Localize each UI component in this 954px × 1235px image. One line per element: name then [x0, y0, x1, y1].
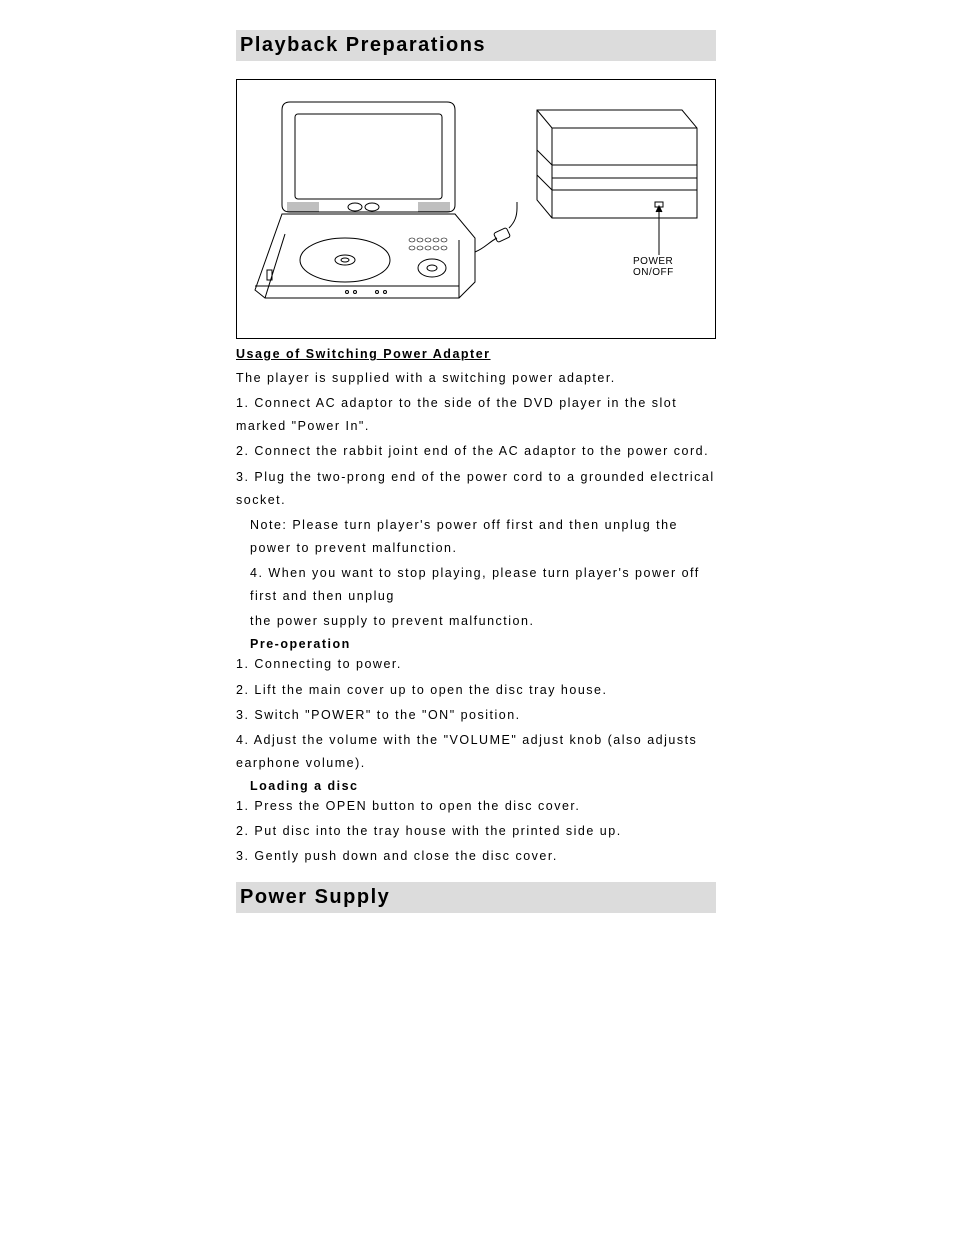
preop-3: 3. Switch "POWER" to the "ON" position. [236, 704, 716, 727]
load-2: 2. Put disc into the tray house with the… [236, 820, 716, 843]
preop-2: 2. Lift the main cover up to open the di… [236, 679, 716, 702]
section-heading-playback: Playback Preparations [236, 30, 716, 61]
dvd-player-diagram [237, 80, 715, 338]
step-2: 2. Connect the rabbit joint end of the A… [236, 440, 716, 463]
subheading-usage: Usage of Switching Power Adapter [236, 347, 716, 361]
section-heading-power: Power Supply [236, 882, 716, 913]
diagram-power-label: POWER ON/OFF [633, 256, 715, 278]
step-1: 1. Connect AC adaptor to the side of the… [236, 392, 716, 438]
step-3: 3. Plug the two-prong end of the power c… [236, 466, 716, 512]
subheading-loading: Loading a disc [250, 779, 716, 793]
intro-text: The player is supplied with a switching … [236, 367, 716, 390]
preop-1: 1. Connecting to power. [236, 653, 716, 676]
diagram-container: POWER ON/OFF [236, 79, 716, 339]
step-4b: the power supply to prevent malfunction. [250, 610, 716, 633]
note-text: Note: Please turn player's power off fir… [250, 514, 716, 560]
step-4a: 4. When you want to stop playing, please… [250, 562, 716, 608]
load-1: 1. Press the OPEN button to open the dis… [236, 795, 716, 818]
preop-4: 4. Adjust the volume with the "VOLUME" a… [236, 729, 716, 775]
load-3: 3. Gently push down and close the disc c… [236, 845, 716, 868]
subheading-preop: Pre-operation [250, 637, 716, 651]
